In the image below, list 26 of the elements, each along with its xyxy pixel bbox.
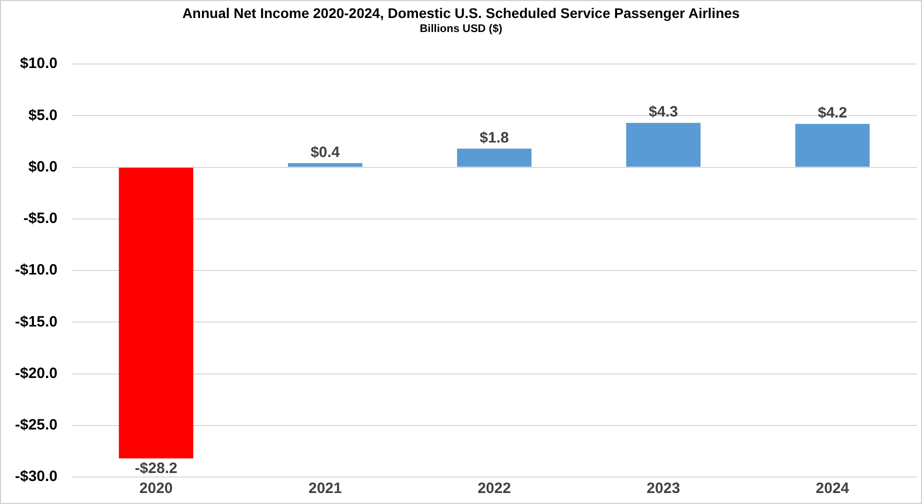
x-tick-label: 2024 bbox=[816, 480, 850, 498]
data-label: $4.2 bbox=[818, 104, 848, 122]
y-tick-label: -$30.0 bbox=[14, 468, 58, 486]
y-tick-label: $5.0 bbox=[28, 106, 58, 124]
data-label: $4.3 bbox=[648, 103, 678, 120]
y-tick-label: -$10.0 bbox=[14, 262, 58, 279]
data-label: $0.4 bbox=[310, 144, 340, 161]
bar bbox=[118, 168, 194, 458]
bar bbox=[795, 124, 870, 167]
bar bbox=[626, 122, 701, 167]
y-tick-label: -$15.0 bbox=[14, 313, 58, 330]
y-tick-label: -$25.0 bbox=[14, 416, 58, 434]
y-tick-label: $0.0 bbox=[28, 158, 58, 176]
x-tick-label: 2023 bbox=[646, 480, 680, 498]
chart-title: Annual Net Income 2020-2024, Domestic U.S. Scheduled Service Passenger Airlines bbox=[181, 5, 741, 21]
x-tick-label: 2022 bbox=[478, 480, 511, 498]
y-tick-label: $10.0 bbox=[20, 55, 58, 72]
x-tick-label: 2020 bbox=[139, 480, 173, 498]
x-tick-label: 2021 bbox=[308, 480, 342, 498]
y-tick-label: -$20.0 bbox=[14, 364, 58, 382]
bar bbox=[288, 163, 362, 167]
bar bbox=[457, 148, 532, 167]
data-label: -$28.2 bbox=[134, 460, 178, 478]
data-label: $1.8 bbox=[480, 129, 509, 146]
chart-subtitle: Billions USD ($) bbox=[418, 23, 504, 35]
y-tick-label: -$5.0 bbox=[23, 210, 58, 228]
